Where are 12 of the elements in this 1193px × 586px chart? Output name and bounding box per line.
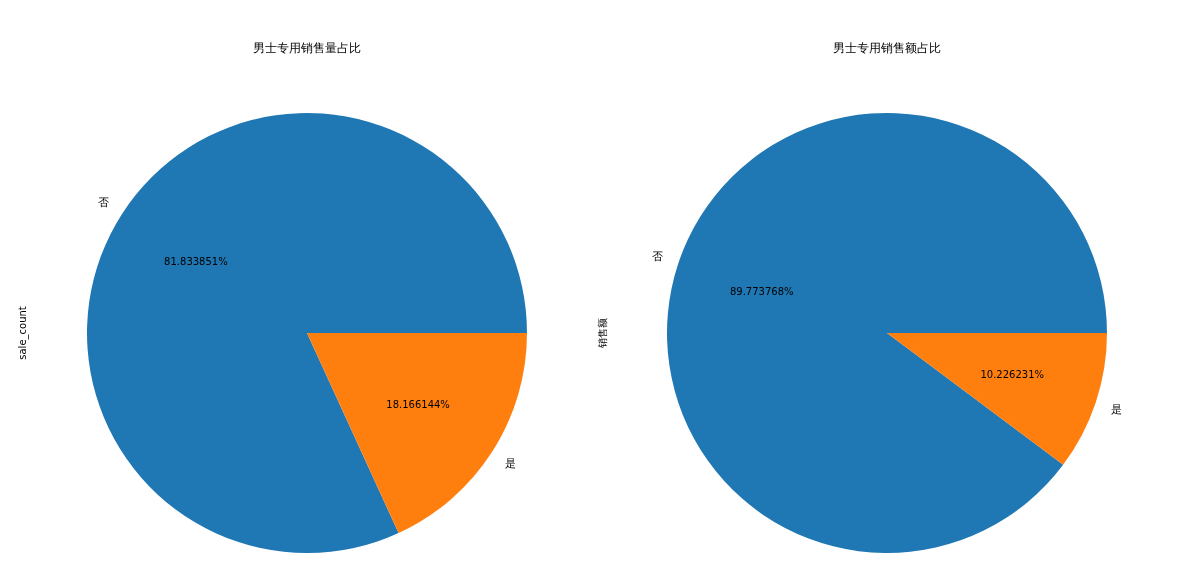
text: 销售额 [596, 318, 608, 349]
text: sale_count [16, 306, 29, 360]
slice-label: 否 [97, 195, 109, 209]
data-label: 18.166144% [386, 398, 450, 410]
chart-title: 男士专用销售额占比 [833, 41, 941, 55]
chart-title: 男士专用销售量占比 [253, 41, 361, 55]
slice-label: 是 [505, 457, 517, 471]
data-label: 89.773768% [729, 285, 794, 297]
slice-label: 是 [1111, 402, 1123, 416]
data-label: 81.833851% [164, 256, 228, 268]
slice-label: 否 [651, 250, 663, 264]
data-label: 10.226231% [980, 369, 1045, 381]
